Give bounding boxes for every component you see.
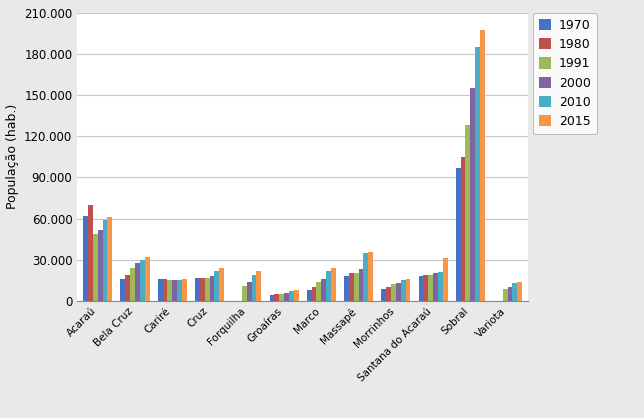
Bar: [513, 283, 517, 301]
Bar: [503, 288, 507, 301]
Bar: [126, 275, 130, 301]
Bar: [130, 268, 135, 301]
Bar: [359, 269, 363, 301]
Bar: [326, 271, 331, 301]
Bar: [214, 271, 219, 301]
Bar: [466, 125, 470, 301]
Legend: 1970, 1980, 1991, 2000, 2010, 2015: 1970, 1980, 1991, 2000, 2010, 2015: [533, 13, 597, 134]
Bar: [438, 272, 443, 301]
Bar: [433, 273, 438, 301]
Bar: [247, 282, 252, 301]
Bar: [517, 282, 522, 301]
Bar: [205, 278, 209, 301]
Bar: [460, 157, 466, 301]
Bar: [108, 217, 112, 301]
Bar: [354, 273, 359, 301]
Bar: [443, 258, 448, 301]
Bar: [219, 268, 224, 301]
Bar: [252, 275, 256, 301]
Bar: [162, 279, 167, 301]
Bar: [145, 257, 149, 301]
Bar: [256, 271, 261, 301]
Bar: [401, 280, 406, 301]
Bar: [140, 260, 145, 301]
Bar: [321, 279, 326, 301]
Bar: [83, 216, 88, 301]
Bar: [158, 279, 162, 301]
Bar: [93, 234, 98, 301]
Bar: [274, 294, 279, 301]
Bar: [173, 280, 177, 301]
Bar: [419, 276, 423, 301]
Bar: [381, 288, 386, 301]
Bar: [98, 229, 102, 301]
Bar: [167, 280, 173, 301]
Bar: [423, 275, 428, 301]
Bar: [88, 205, 93, 301]
Bar: [294, 290, 299, 301]
Bar: [428, 275, 433, 301]
Bar: [396, 283, 401, 301]
Bar: [120, 279, 126, 301]
Bar: [386, 287, 391, 301]
Bar: [470, 88, 475, 301]
Bar: [344, 276, 349, 301]
Bar: [279, 294, 284, 301]
Bar: [368, 252, 373, 301]
Bar: [209, 276, 214, 301]
Bar: [507, 287, 513, 301]
Bar: [307, 290, 312, 301]
Bar: [480, 31, 485, 301]
Bar: [270, 296, 274, 301]
Y-axis label: População (hab.): População (hab.): [6, 104, 19, 209]
Bar: [331, 268, 336, 301]
Bar: [289, 291, 294, 301]
Bar: [316, 282, 321, 301]
Bar: [475, 47, 480, 301]
Bar: [135, 263, 140, 301]
Bar: [406, 279, 410, 301]
Bar: [195, 278, 200, 301]
Bar: [182, 279, 187, 301]
Bar: [391, 285, 396, 301]
Bar: [349, 273, 354, 301]
Bar: [363, 253, 368, 301]
Bar: [200, 278, 205, 301]
Bar: [102, 220, 108, 301]
Bar: [242, 286, 247, 301]
Bar: [312, 287, 316, 301]
Bar: [177, 280, 182, 301]
Bar: [284, 293, 289, 301]
Bar: [456, 168, 460, 301]
